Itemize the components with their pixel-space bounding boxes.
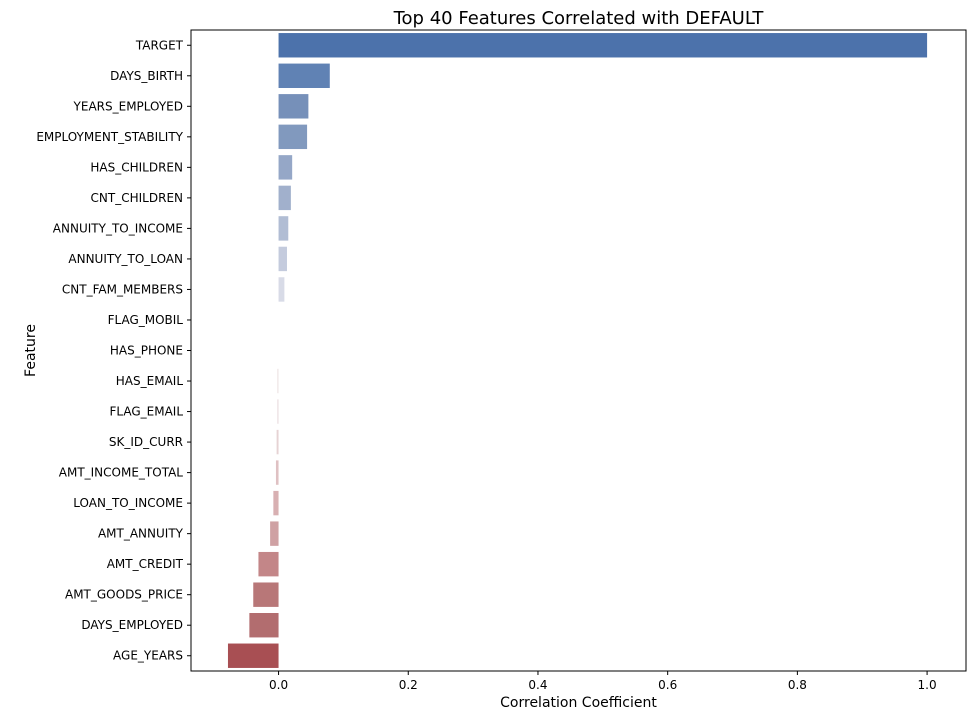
bar-amt-goods-price <box>253 582 279 607</box>
chart-title: Top 40 Features Correlated with DEFAULT <box>393 8 765 29</box>
bar-sk-id-curr <box>276 429 279 455</box>
bar-cnt-fam-members <box>278 277 285 302</box>
bar-days-birth <box>278 63 330 88</box>
x-tick-label: 0.2 <box>399 678 418 692</box>
bar-loan-to-income <box>273 490 279 516</box>
y-tick-label: HAS_CHILDREN <box>90 160 183 174</box>
plot-frame <box>190 29 967 672</box>
bar-has-children <box>278 155 293 180</box>
bar-days-employed <box>249 613 279 638</box>
bar-cnt-children <box>278 185 291 211</box>
bar-target <box>278 33 928 58</box>
x-tick-label: 1.0 <box>918 678 937 692</box>
y-tick-label: DAYS_EMPLOYED <box>81 618 183 632</box>
y-tick-label: TARGET <box>135 38 184 52</box>
x-axis-ticks: 0.0 0.2 0.4 0.6 0.8 1.0 <box>269 671 937 692</box>
bar-annuity-to-loan <box>278 246 287 272</box>
bar-amt-income-total <box>275 460 279 485</box>
y-tick-label: AGE_YEARS <box>113 649 183 663</box>
y-tick-label: ANNUITY_TO_INCOME <box>53 221 183 235</box>
y-tick-label: FLAG_EMAIL <box>109 405 183 419</box>
bar-years-employed <box>278 94 309 119</box>
y-tick-label: AMT_CREDIT <box>107 557 184 571</box>
y-tick-label: DAYS_BIRTH <box>110 69 183 83</box>
bar-flag-email <box>277 399 279 424</box>
bars-group <box>227 33 928 668</box>
y-tick-label: LOAN_TO_INCOME <box>73 496 183 510</box>
y-tick-label: EMPLOYMENT_STABILITY <box>36 130 183 144</box>
y-tick-label: AMT_INCOME_TOTAL <box>59 466 184 480</box>
y-tick-label: AMT_GOODS_PRICE <box>65 588 183 602</box>
x-tick-label: 0.4 <box>528 678 547 692</box>
bar-employment-stability <box>278 124 308 150</box>
y-tick-label: AMT_ANNUITY <box>98 527 184 541</box>
x-tick-label: 0.8 <box>788 678 807 692</box>
bar-age-years <box>227 643 279 668</box>
x-axis-title: Correlation Coefficient <box>500 695 657 711</box>
y-tick-label: YEARS_EMPLOYED <box>73 99 183 113</box>
y-tick-label: ANNUITY_TO_LOAN <box>68 252 183 266</box>
y-axis-title: Feature <box>23 324 39 377</box>
bar-amt-annuity <box>270 521 279 546</box>
y-axis-ticks: TARGET DAYS_BIRTH YEARS_EMPLOYED EMPLOYMENT… <box>36 38 191 663</box>
x-tick-label: 0.6 <box>658 678 677 692</box>
y-tick-label: SK_ID_CURR <box>109 435 183 449</box>
bar-has-email <box>277 368 279 394</box>
y-tick-label: CNT_CHILDREN <box>91 191 183 205</box>
x-tick-label: 0.0 <box>269 678 288 692</box>
y-tick-label: FLAG_MOBIL <box>108 313 184 327</box>
bar-annuity-to-income <box>278 216 289 241</box>
y-tick-label: CNT_FAM_MEMBERS <box>62 282 183 296</box>
bar-amt-credit <box>258 551 279 577</box>
y-tick-label: HAS_EMAIL <box>116 374 184 388</box>
y-tick-label: HAS_PHONE <box>110 344 183 358</box>
